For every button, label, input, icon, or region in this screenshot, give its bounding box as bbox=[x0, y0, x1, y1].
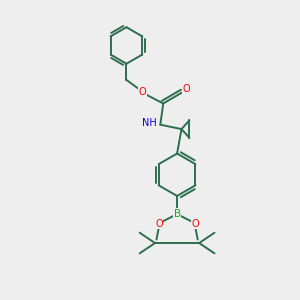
Text: O: O bbox=[155, 219, 163, 229]
Text: NH: NH bbox=[142, 118, 157, 128]
Text: O: O bbox=[182, 84, 190, 94]
Text: O: O bbox=[191, 219, 199, 229]
Text: B: B bbox=[173, 208, 181, 219]
Text: O: O bbox=[139, 87, 146, 97]
